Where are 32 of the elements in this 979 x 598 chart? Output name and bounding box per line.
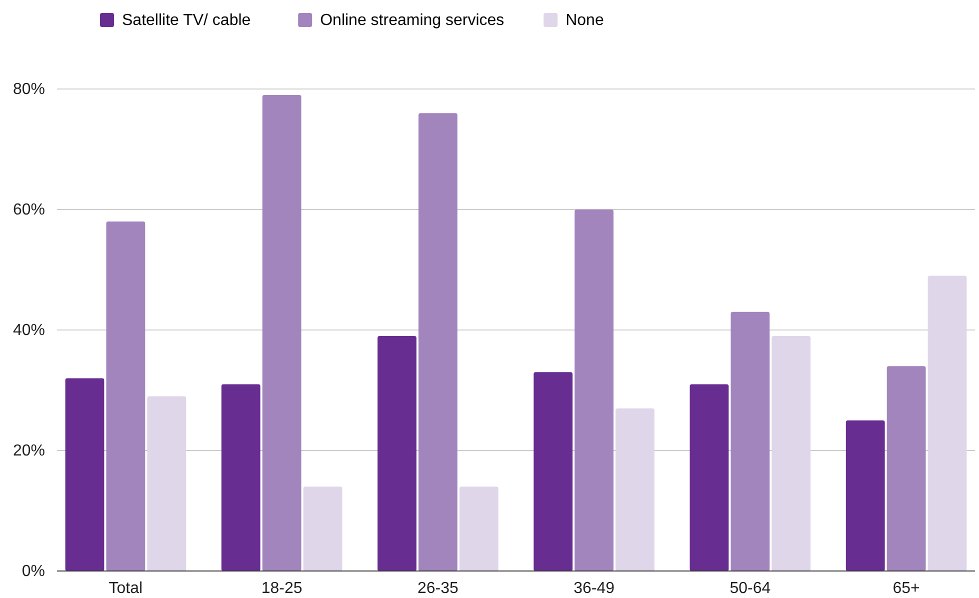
y-tick-label: 40% [12,322,45,339]
y-tick-label: 60% [12,202,45,218]
bar [928,276,967,571]
bar [690,384,729,571]
legend-label: Online streaming services [320,12,504,29]
bar [846,420,885,571]
bar [378,336,416,571]
bar [418,113,458,571]
bar [221,384,260,571]
x-tick-label: 50-64 [730,580,771,597]
bar [65,378,104,571]
bar [534,372,573,571]
x-tick-label: 18-25 [261,580,302,597]
bar [574,210,614,571]
bar [459,486,498,571]
bar [106,222,146,571]
y-tick-label: 80% [12,81,45,98]
legend-label: None [566,12,604,29]
legend-label: Satellite TV/ cable [122,12,251,29]
bar [616,408,654,571]
y-tick-label: 20% [12,442,45,460]
bar [772,336,811,571]
bar [886,366,926,571]
y-tick-label: 0% [22,563,45,580]
x-tick-label: Total [108,580,143,597]
bar [147,396,186,571]
bar [730,312,770,571]
bar [262,95,302,571]
x-tick-label: 36-49 [574,580,615,597]
x-tick-label: 26-35 [417,580,458,597]
bar [303,486,342,571]
x-tick-label: 65+ [892,580,920,597]
